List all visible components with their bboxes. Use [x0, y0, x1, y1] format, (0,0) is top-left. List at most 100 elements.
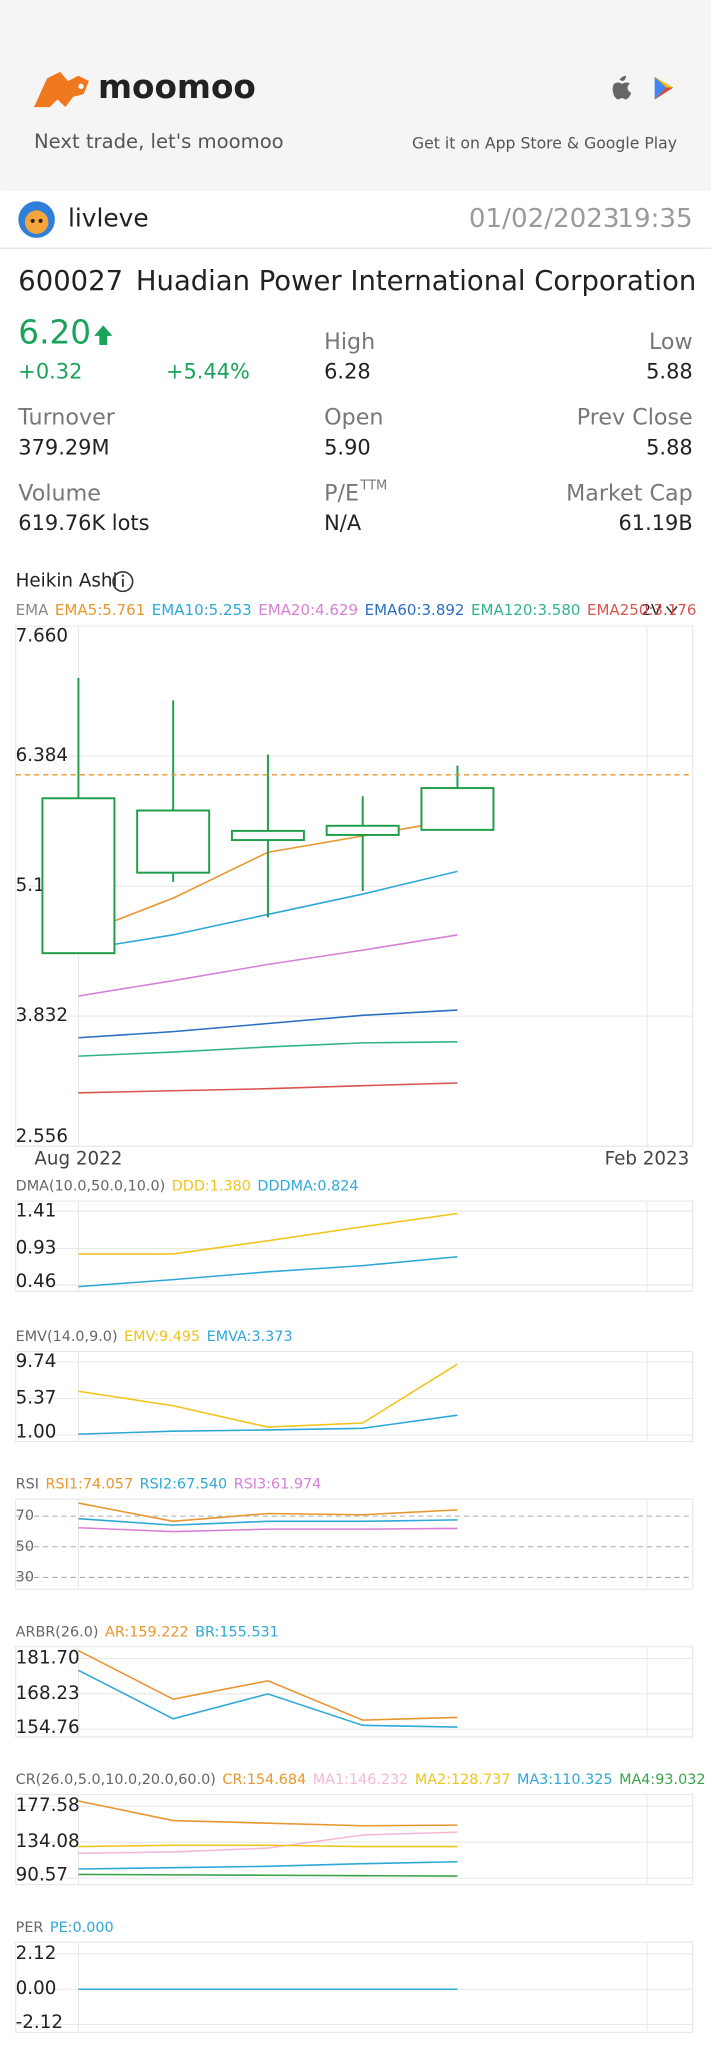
- legend-entry: EMA250:3.176: [587, 601, 696, 619]
- y-tick-label: 181.70: [16, 1648, 80, 1669]
- price: 6.20: [18, 314, 91, 352]
- indicator-line: [78, 1517, 458, 1526]
- stat-value: 5.90: [324, 435, 371, 459]
- stock-code: 600027: [18, 266, 123, 297]
- plot-frame: [15, 1200, 694, 1292]
- indicator-chart: ARBR(26.0) AR:159.222 BR:155.531 181.70 168.…: [15, 1624, 694, 1738]
- y-tick-label: 0.00: [16, 1978, 57, 1999]
- legend-entry: RSI1:74.057: [46, 1477, 134, 1493]
- indicator-chart: DMA(10.0,50.0,10.0) DDD:1.380 DDDMA:0.824 1…: [15, 1179, 694, 1292]
- y-tick-label: 134.08: [16, 1831, 80, 1852]
- plot-frame: [15, 1646, 694, 1738]
- indicator-chart: RSI RSI1:74.057 RSI2:67.540 RSI3:61.974 70 50…: [15, 1477, 694, 1590]
- stat-value: 5.88: [646, 359, 693, 383]
- info-icon[interactable]: [112, 571, 134, 593]
- legend-entry: RSI3:61.974: [234, 1477, 322, 1493]
- legend-entry: BR:155.531: [195, 1624, 279, 1640]
- y-tick-label: 0.93: [16, 1238, 57, 1259]
- legend-entry: CR:154.684: [222, 1772, 306, 1788]
- y-tick-label: 177.58: [16, 1795, 80, 1816]
- indicator-line: [78, 1649, 458, 1721]
- play-icon[interactable]: [654, 77, 674, 100]
- indicator-name: EMA: [16, 601, 49, 619]
- candle-body: [420, 787, 495, 831]
- chart-title: Heikin Ashi: [16, 571, 118, 592]
- indicator-chart: EMV(14.0,9.0) EMV:9.495 EMVA:3.373 9.74 5.37…: [15, 1329, 694, 1442]
- indicator-line: [78, 1414, 458, 1435]
- candle-body: [136, 809, 211, 874]
- y-tick-label: 9.74: [16, 1351, 57, 1372]
- legend-entry: PE:0.000: [50, 1920, 114, 1936]
- legend-entry: MA4:93.032: [619, 1772, 705, 1788]
- legend-entry: EMA20:4.629: [258, 601, 358, 619]
- stat-value: 6.28: [324, 359, 371, 383]
- stat-value: 61.19B: [618, 511, 692, 535]
- y-tick-label: 30: [16, 1569, 34, 1585]
- indicator-name: PER: [16, 1920, 44, 1936]
- legend-entry: AR:159.222: [105, 1624, 189, 1640]
- y-tick-label: 1.00: [16, 1421, 57, 1442]
- y-tick-label: 70: [16, 1508, 34, 1524]
- stat-value: 379.29M: [18, 435, 109, 459]
- legend-entry: EMA5:5.761: [55, 601, 145, 619]
- legend-entry: EMA60:3.892: [365, 601, 465, 619]
- legend-entry: RSI2:67.540: [140, 1477, 228, 1493]
- candle-body: [230, 829, 305, 842]
- indicator-line: [78, 1502, 458, 1523]
- indicator-line: [78, 1526, 458, 1533]
- indicator-chart: CR(26.0,5.0,10.0,20.0,60.0) CR:154.684 MA1…: [15, 1772, 706, 1885]
- stat-label: Open: [324, 405, 383, 431]
- indicator-line: [78, 1363, 458, 1428]
- stat-label: Turnover: [17, 405, 115, 431]
- indicator-name: DMA(10.0,50.0,10.0): [16, 1179, 166, 1195]
- legend-entry: MA3:110.325: [517, 1772, 613, 1788]
- legend-entry: EMA10:5.253: [152, 601, 252, 619]
- indicator-line: [78, 1844, 458, 1848]
- tagline: Next trade, let's moomoo: [34, 130, 284, 153]
- stat-value: 619.76K lots: [18, 511, 149, 535]
- y-tick-label: 90.57: [16, 1864, 68, 1885]
- y-tick-label: 154.76: [16, 1717, 80, 1738]
- legend-entry: EMV:9.495: [124, 1329, 200, 1345]
- indicator-toggle[interactable]: 2V: [641, 601, 662, 619]
- y-tick-label: 2.556: [16, 1126, 68, 1147]
- charts: EMA EMA5:5.761 EMA10:5.253 EMA20:4.629 EMA60…: [15, 601, 706, 2033]
- indicator-line: [78, 1860, 458, 1870]
- change-pct: +5.44%: [166, 359, 250, 383]
- plot-frame: [15, 1941, 694, 2033]
- indicator-name: EMV(14.0,9.0): [16, 1329, 118, 1345]
- legend-entry: MA2:128.737: [415, 1772, 511, 1788]
- indicator-line: [78, 1212, 458, 1255]
- stat-value: N/A: [324, 511, 362, 535]
- candle-body: [325, 824, 400, 836]
- indicator-line: [78, 934, 458, 997]
- chevron[interactable]: [665, 605, 678, 615]
- indicator-line: [78, 1041, 458, 1057]
- stat-label: Low: [649, 329, 693, 355]
- y-tick-label: 50: [16, 1539, 34, 1555]
- stat-label: Volume: [18, 481, 101, 507]
- indicator-name: RSI: [16, 1477, 39, 1493]
- indicator-line: [78, 1255, 458, 1288]
- store-text[interactable]: Get it on App Store & Google Play: [412, 133, 677, 152]
- change: +0.32: [18, 359, 82, 383]
- apple-icon[interactable]: [612, 75, 632, 100]
- legend-entry: DDD:1.380: [172, 1179, 251, 1195]
- time: 19:35: [617, 204, 692, 234]
- brand: moomoo: [98, 68, 256, 106]
- legend-entry: MA1:146.232: [313, 1772, 409, 1788]
- y-tick-label: -2.12: [16, 2012, 63, 2033]
- stat-label-sup: TTM: [359, 479, 387, 494]
- indicator-chart: PER PE:0.000 2.12 0.00 -2.12: [15, 1920, 694, 2033]
- date: 01/02/2023: [469, 204, 620, 234]
- x-tick-label: Feb 2023: [605, 1148, 690, 1169]
- stat-label: Market Cap: [566, 481, 693, 507]
- stat-label: High: [324, 329, 375, 355]
- legend-entry: EMA120:3.580: [471, 601, 580, 619]
- y-tick-label: 5.37: [16, 1387, 57, 1408]
- up-arrow: [94, 325, 113, 346]
- main-chart: EMA EMA5:5.761 EMA10:5.253 EMA20:4.629 EMA60…: [15, 601, 696, 1169]
- plot-frame: [15, 1498, 694, 1590]
- stats: High 6.28 Low 5.88 Turnover 379.29M Open 5.90 Pr…: [17, 329, 692, 535]
